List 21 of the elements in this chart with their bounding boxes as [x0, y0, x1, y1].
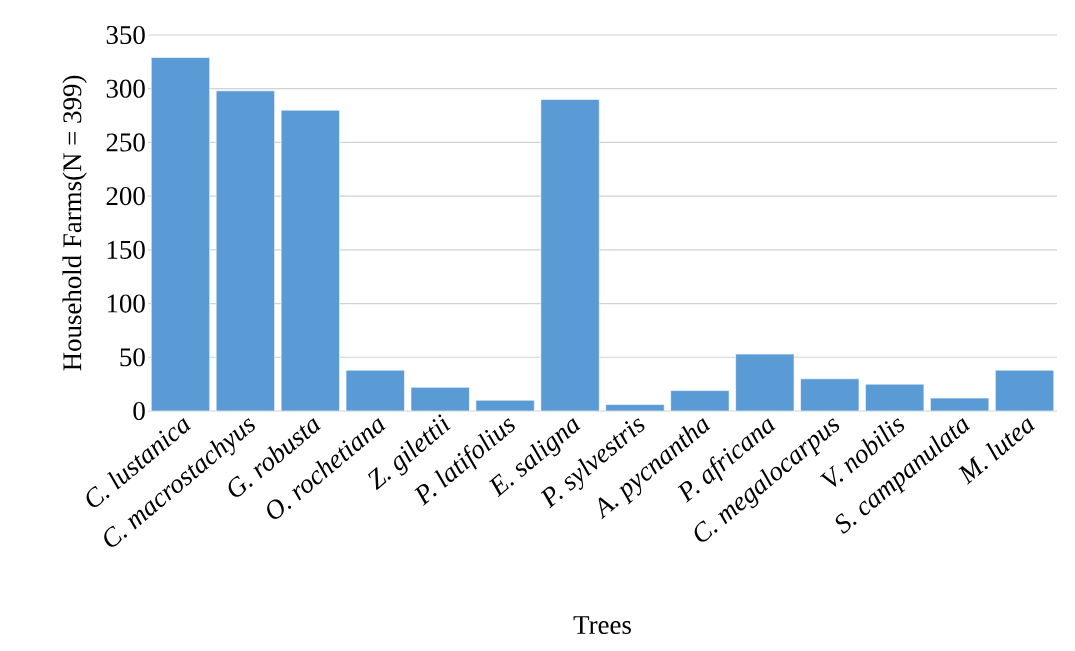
- y-axis-title: Household Farms(N = 399): [62, 75, 87, 371]
- bar: [540, 99, 600, 411]
- bar: [670, 390, 730, 411]
- bar: [410, 387, 470, 411]
- y-tick-label: 150: [107, 240, 145, 259]
- bar: [281, 110, 340, 411]
- y-tick-label: 0: [133, 401, 145, 421]
- bar: [865, 384, 924, 411]
- bar: [151, 57, 210, 411]
- y-tick-label: 300: [106, 79, 145, 98]
- bar: [995, 369, 1055, 411]
- x-axis-title: Trees: [573, 616, 631, 635]
- y-tick-label: 100: [107, 294, 145, 313]
- y-tick-label: 200: [106, 187, 145, 206]
- y-tick-label: 250: [106, 133, 145, 152]
- bar: [800, 378, 859, 411]
- bar: [216, 90, 275, 411]
- y-tick-label: 350: [106, 25, 145, 45]
- bar: [735, 354, 795, 411]
- y-tick-label: 50: [120, 348, 145, 367]
- bar: [346, 370, 405, 411]
